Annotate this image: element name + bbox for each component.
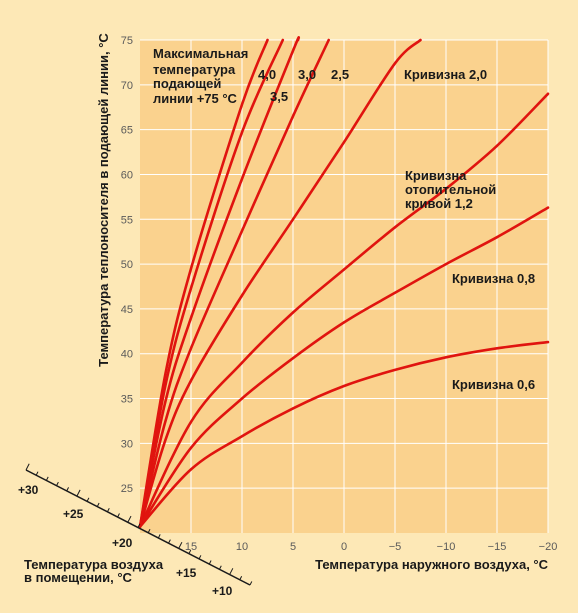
y-tick-label: 75 (121, 35, 133, 47)
x-tick-label: −20 (539, 541, 558, 553)
room-axis-tick (157, 534, 161, 539)
room-axis-label: Температура воздуха (24, 557, 164, 572)
curve-label-0-8: Кривизна 0,8 (452, 271, 535, 286)
x-tick-label: 15 (185, 541, 197, 553)
y-tick-label: 50 (121, 259, 133, 271)
curve-annotations: Кривизна 2,0 Кривизна отопительной криво… (404, 67, 535, 392)
max-temp-line: подающей (153, 76, 221, 91)
room-axis-tick (188, 549, 192, 554)
room-axis-tick (229, 568, 234, 575)
max-temp-line: температура (153, 62, 236, 77)
curve-1-2 (138, 92, 550, 528)
y-tick-label: 25 (121, 483, 133, 495)
room-tick-label: +10 (212, 584, 233, 598)
y-tick-label: 45 (121, 304, 133, 316)
max-temp-line: линии +75 °C (153, 91, 238, 106)
room-axis-tick (96, 502, 100, 507)
x-tick-label: −5 (389, 541, 402, 553)
curves (138, 36, 550, 528)
x-tick-label: 5 (290, 541, 296, 553)
room-axis-tick (45, 476, 49, 481)
room-axis-tick (25, 463, 30, 471)
y-tick-label: 30 (121, 438, 133, 450)
room-axis-tick (56, 481, 59, 486)
curvature-label-4-0: 4,0 (258, 67, 276, 82)
y-tick-label: 55 (121, 214, 133, 226)
x-tick-label: 10 (236, 541, 248, 553)
room-tick-label: +15 (176, 566, 197, 580)
room-tick-label: +20 (112, 536, 133, 550)
curve-2-0 (138, 38, 422, 528)
curvature-label-3-0: 3,0 (298, 67, 316, 82)
curve-2-5 (138, 38, 330, 528)
curvature-label-3-5: 3,5 (270, 89, 288, 104)
y-tick-label: 65 (121, 125, 133, 137)
room-axis-tick (35, 471, 39, 476)
room-axis-tick (86, 497, 90, 502)
curve-label-2-0: Кривизна 2,0 (404, 67, 487, 82)
room-axis-tick (76, 489, 81, 497)
x-tick-label: −10 (437, 541, 456, 553)
room-axis-tick (107, 508, 110, 513)
x-axis-label: Температура наружного воздуха, °C (315, 557, 549, 572)
curve-3-0 (138, 36, 301, 528)
room-tick-label: +25 (63, 507, 84, 521)
room-tick-label: +30 (18, 483, 39, 497)
room-axis-ticks (25, 463, 253, 586)
y-tick-label: 35 (121, 394, 133, 406)
room-axis-tick (178, 541, 183, 549)
max-temp-line: Максимальная (153, 46, 248, 61)
room-axis-tick (117, 513, 120, 518)
curve-label-1-2: кривой 1,2 (405, 196, 473, 211)
curve-4-0 (138, 38, 269, 528)
room-axis-tick (137, 523, 141, 528)
y-tick-labels: 25 30 35 40 45 50 55 60 65 70 75 (121, 35, 133, 495)
curve-label-0-6: Кривизна 0,6 (452, 377, 535, 392)
y-tick-label: 60 (121, 169, 133, 181)
room-axis-tick (239, 575, 243, 581)
y-axis-label: Температура теплоносителя в подающей лин… (96, 33, 111, 367)
curve-0-8 (138, 206, 550, 528)
room-axis-tick (249, 581, 253, 586)
curvature-labels: 4,0 3,0 2,5 3,5 (258, 67, 349, 104)
x-tick-label: 0 (341, 541, 347, 553)
room-axis-tick (66, 487, 69, 492)
max-temp-annotation: Максимальная температура подающей линии … (153, 46, 248, 106)
room-axis-tick (208, 560, 212, 565)
grid-lines (140, 39, 549, 533)
room-axis-tick (198, 555, 202, 560)
y-tick-label: 70 (121, 80, 133, 92)
x-tick-labels: 15 10 5 0 −5 −10 −15 −20 (185, 541, 557, 553)
room-temperature-axis: +30 +25 +20 +15 +10 Температура воздуха … (18, 463, 253, 598)
room-axis-tick (127, 515, 132, 523)
room-axis-tick (219, 565, 222, 570)
x-tick-label: −15 (488, 541, 507, 553)
room-axis-tick (168, 539, 171, 544)
room-axis-label: в помещении, °C (24, 570, 133, 585)
curve-label-1-2: отопительной (405, 182, 496, 197)
y-tick-label: 40 (121, 349, 133, 361)
curvature-label-2-5: 2,5 (331, 67, 349, 82)
room-axis-tick (147, 528, 151, 533)
curve-label-1-2: Кривизна (405, 168, 467, 183)
curve-0-6 (138, 340, 550, 528)
